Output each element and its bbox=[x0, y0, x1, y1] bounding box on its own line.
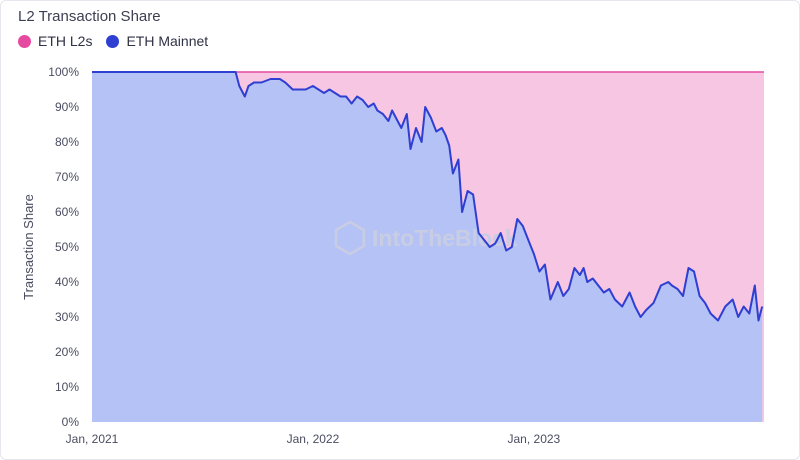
series-line-eth-mainnet bbox=[92, 71, 764, 322]
y-tick-label: 60% bbox=[55, 205, 79, 219]
x-tick-label: Jan, 2023 bbox=[508, 432, 561, 446]
y-tick-label: 80% bbox=[55, 135, 79, 149]
x-tick-label: Jan, 2021 bbox=[66, 432, 119, 446]
legend-item-l2s[interactable]: ETH L2s bbox=[18, 33, 92, 49]
y-tick-label: 50% bbox=[55, 240, 79, 254]
watermark-text: IntoTheBlock bbox=[372, 225, 518, 251]
y-tick-label: 90% bbox=[55, 100, 79, 114]
y-axis-label: Transaction Share bbox=[21, 194, 36, 300]
y-tick-label: 40% bbox=[55, 275, 79, 289]
legend-label-l2s: ETH L2s bbox=[38, 33, 93, 49]
y-tick-label: 20% bbox=[55, 345, 79, 359]
legend-dot-mainnet bbox=[106, 34, 120, 48]
area-eth-mainnet bbox=[92, 72, 763, 422]
y-tick-label: 30% bbox=[55, 310, 79, 324]
chart-title: L2 Transaction Share bbox=[18, 8, 161, 25]
legend: ETH L2s ETH Mainnet bbox=[18, 33, 208, 49]
y-tick-label: 0% bbox=[62, 415, 80, 429]
legend-dot-l2s bbox=[18, 34, 31, 48]
y-tick-label: 10% bbox=[55, 380, 79, 394]
y-tick-label: 100% bbox=[48, 65, 79, 79]
legend-item-mainnet[interactable]: ETH Mainnet bbox=[106, 33, 208, 49]
watermark-hexagon bbox=[334, 220, 366, 256]
x-tick-label: Jan, 2022 bbox=[287, 432, 340, 446]
y-tick-label: 70% bbox=[55, 170, 79, 184]
legend-label-mainnet: ETH Mainnet bbox=[126, 33, 209, 49]
